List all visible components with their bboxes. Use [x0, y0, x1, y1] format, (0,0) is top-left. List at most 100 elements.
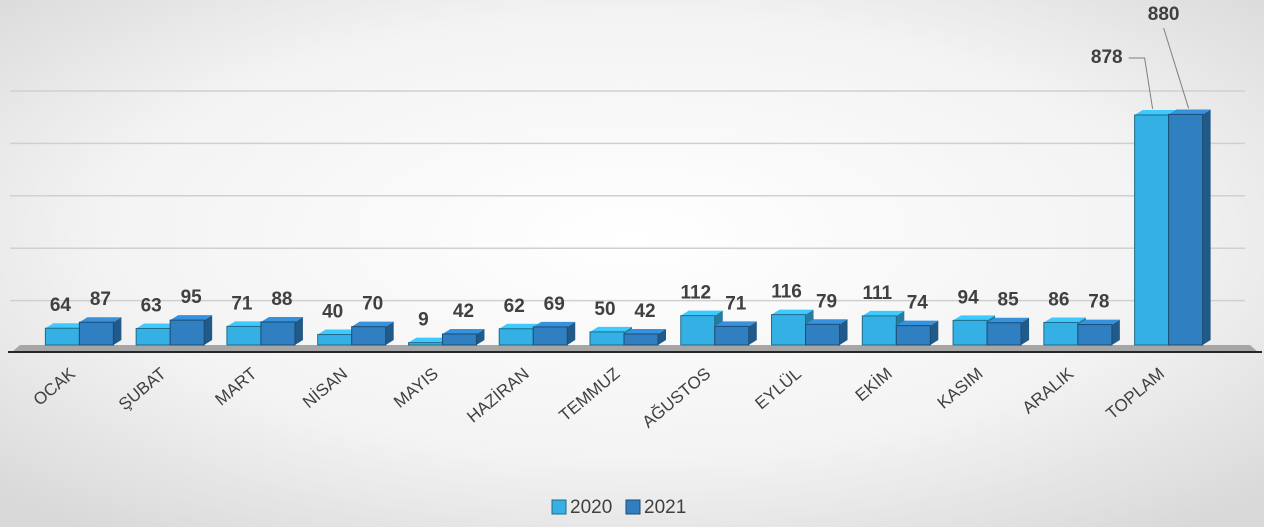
value-label: 88: [271, 289, 292, 310]
bar-side: [1202, 109, 1211, 345]
value-label: 64: [50, 295, 72, 316]
bar: [351, 326, 387, 346]
value-label: 86: [1048, 289, 1069, 310]
bar: [260, 321, 296, 346]
leader-line: [1163, 27, 1190, 109]
value-label: 69: [544, 294, 565, 315]
bar: [1168, 113, 1204, 346]
value-label: 112: [680, 283, 711, 304]
bar-side: [294, 316, 303, 345]
bar: [589, 331, 625, 346]
bar: [895, 325, 931, 346]
bar-top: [79, 317, 122, 323]
value-label: 880: [1148, 4, 1180, 25]
value-label: 71: [725, 293, 747, 314]
bar-side: [839, 319, 848, 345]
bar-side: [1021, 317, 1030, 345]
bar: [1134, 114, 1170, 346]
bar-top: [1043, 317, 1086, 323]
bar-top: [136, 323, 179, 329]
bar-top: [533, 321, 576, 327]
bar-side: [1111, 319, 1120, 345]
bar-top: [499, 323, 542, 329]
bar-top: [317, 329, 360, 335]
bar: [441, 333, 477, 346]
bar-side: [385, 321, 394, 345]
value-label: 42: [634, 301, 655, 322]
value-label: 87: [90, 289, 111, 310]
bar-top: [590, 326, 632, 332]
bar-side: [113, 317, 122, 345]
bar: [952, 319, 988, 346]
bar-top: [896, 320, 939, 326]
bar-top: [624, 328, 666, 334]
bar-side: [748, 321, 757, 345]
bar: [44, 327, 80, 346]
value-label: 79: [816, 291, 837, 312]
value-label: 94: [958, 287, 980, 308]
bar: [78, 321, 114, 346]
bar: [771, 314, 807, 346]
value-label: 70: [362, 294, 383, 315]
bar-side: [204, 315, 213, 345]
bar-top: [170, 315, 213, 321]
bar: [623, 333, 659, 346]
legend-swatch: [625, 499, 641, 515]
legend-swatch: [551, 499, 567, 515]
bar: [805, 323, 841, 346]
bar: [1077, 324, 1113, 346]
bar: [169, 319, 205, 346]
bar: [861, 315, 897, 346]
value-label: 116: [771, 282, 802, 303]
bar: [532, 326, 568, 346]
value-label: 878: [1091, 47, 1123, 68]
bar-top: [953, 315, 996, 321]
value-label: 111: [863, 283, 893, 304]
value-label: 50: [594, 299, 615, 320]
bar-top: [862, 310, 905, 316]
bar-top: [714, 321, 757, 327]
value-label: 63: [141, 296, 162, 317]
bar-top: [771, 309, 814, 315]
bar: [498, 328, 534, 346]
bar-top: [1168, 109, 1211, 115]
bar-side: [930, 320, 939, 345]
value-label: 85: [998, 290, 1020, 311]
bar: [680, 315, 716, 346]
bar-top: [226, 321, 269, 327]
bar: [226, 325, 262, 346]
bar-top: [260, 316, 303, 322]
bar-top: [805, 319, 848, 325]
bar: [714, 325, 750, 346]
floor: [12, 345, 1258, 352]
bar: [407, 342, 443, 346]
value-label: 78: [1088, 292, 1109, 313]
bar: [135, 327, 171, 346]
bar-top: [1134, 109, 1177, 115]
bar-top: [408, 337, 451, 343]
bar-top: [987, 317, 1030, 323]
legend-label: 2020: [570, 497, 612, 518]
value-label: 95: [181, 287, 203, 308]
bar-top: [680, 310, 723, 316]
bar-side: [567, 321, 576, 345]
value-label: 74: [907, 293, 929, 314]
value-label: 40: [322, 302, 343, 323]
bar: [1043, 321, 1079, 346]
bar-top: [351, 321, 394, 327]
legend-label: 2021: [644, 497, 686, 518]
bar-top: [442, 328, 485, 334]
bar: [986, 322, 1022, 346]
bar-side: [658, 328, 666, 345]
leader-line: [1128, 57, 1154, 110]
bar-side: [476, 328, 485, 345]
value-label: 9: [418, 310, 429, 331]
value-label: 42: [453, 301, 474, 322]
bar-top: [45, 323, 88, 329]
value-label: 62: [504, 296, 525, 317]
bar-top: [1077, 319, 1120, 325]
bar: [317, 334, 353, 346]
value-label: 71: [231, 293, 253, 314]
